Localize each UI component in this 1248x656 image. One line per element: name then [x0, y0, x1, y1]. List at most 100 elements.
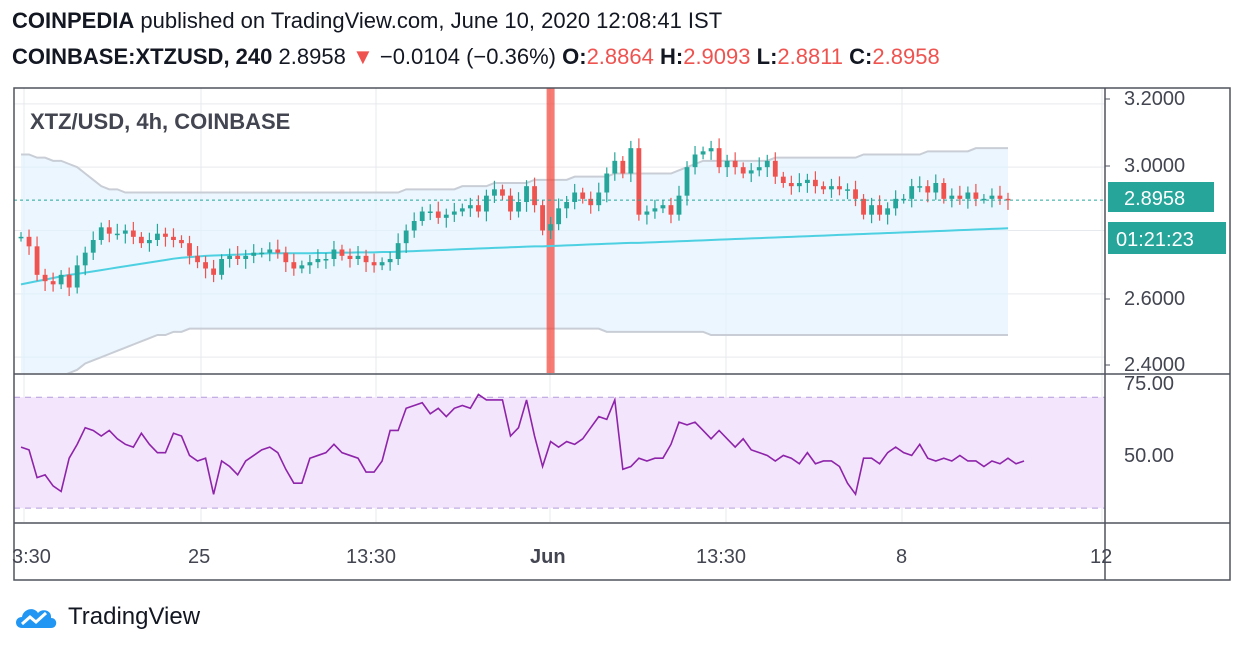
rsi-tick-label: 75.00	[1124, 373, 1174, 395]
candle-body	[339, 249, 345, 256]
candle-body	[612, 160, 618, 174]
candle-body	[716, 148, 722, 168]
price-axis: 3.2000 3.0000 2.6000 2.4000	[1124, 88, 1185, 376]
candle-body	[315, 259, 321, 263]
candle-body	[700, 151, 706, 155]
candle-body	[949, 195, 955, 199]
chart-container[interactable]: XTZ/USD, 4h, COINBASE 3.2000 3.0000 2.60…	[12, 86, 1240, 582]
low-label: L:	[756, 44, 778, 69]
x-tick-label: 8	[896, 546, 907, 568]
countdown-label: 01:21:23	[1116, 229, 1194, 251]
tradingview-cloud-icon	[16, 609, 57, 628]
candle-body	[347, 255, 353, 259]
candle-body	[34, 246, 40, 275]
candle-body	[114, 233, 120, 236]
candle-body	[796, 183, 802, 187]
candle-body	[524, 186, 529, 202]
close-label: C:	[849, 44, 873, 69]
candle-body	[556, 208, 562, 225]
countdown-tag-bg	[1108, 222, 1226, 254]
candle-body	[917, 186, 923, 188]
candle-body	[187, 243, 192, 256]
candle-body	[211, 268, 216, 275]
candle-body	[604, 173, 610, 193]
candle-body	[443, 214, 449, 218]
candle-body	[323, 259, 329, 261]
candle-body	[26, 236, 32, 247]
rsi-tick-label: 50.00	[1124, 445, 1174, 467]
time-axis: 3:30 25 13:30 Jun 13:30 8 12	[12, 546, 1112, 568]
bollinger-fill	[21, 148, 1008, 373]
candle-body	[371, 262, 377, 266]
candle-body	[122, 230, 128, 234]
candle-body	[259, 252, 265, 255]
candle-body	[98, 227, 104, 240]
candle-body	[877, 205, 883, 215]
candle-body	[66, 274, 72, 288]
candle-body	[684, 167, 690, 196]
candle-body	[155, 233, 160, 240]
candle-body	[588, 198, 594, 206]
candle-body	[42, 274, 48, 282]
y-tick-label: 3.2000	[1124, 88, 1185, 110]
symbol-label: COINBASE:XTZUSD, 240	[12, 44, 273, 69]
candlesticks	[14, 138, 1105, 297]
candle-body	[138, 236, 144, 244]
candle-body	[909, 186, 915, 199]
rsi-line	[20, 393, 1025, 497]
candle-body	[548, 224, 554, 231]
candle-body	[989, 195, 995, 199]
last-price-tag: 2.8958	[1108, 182, 1214, 212]
candle-body	[724, 160, 730, 168]
candle-body	[331, 249, 337, 259]
x-tick-label: Jun	[530, 546, 566, 568]
candle-body	[291, 262, 297, 269]
price-chart[interactable]: XTZ/USD, 4h, COINBASE 3.2000 3.0000 2.60…	[12, 86, 1240, 582]
price-change: −0.0104 (−0.36%)	[379, 44, 556, 69]
last-price-tag-label: 2.8958	[1124, 188, 1185, 210]
candle-body	[363, 255, 369, 263]
candle-body	[435, 211, 441, 218]
chart-title: XTZ/USD, 4h, COINBASE	[30, 109, 290, 134]
candle-body	[484, 195, 489, 212]
change-down-icon: ▼	[351, 44, 374, 69]
candle-body	[82, 252, 88, 266]
candle-body	[540, 205, 545, 231]
candle-body	[387, 259, 393, 263]
candle-body	[411, 221, 417, 231]
ma-line	[20, 227, 1009, 286]
rsi-band-fill	[14, 397, 1105, 509]
candle-body	[50, 281, 56, 285]
candle-body	[636, 148, 642, 215]
candle-body	[219, 259, 225, 275]
candle-body	[788, 183, 794, 187]
candle-body	[732, 160, 738, 168]
candle-body	[652, 208, 658, 212]
candle-body	[235, 255, 241, 259]
candle-body	[419, 211, 425, 221]
candle-body	[901, 198, 907, 201]
candle-body	[772, 160, 778, 177]
candle-body	[500, 189, 505, 196]
high-label: H:	[659, 44, 684, 69]
candle-body	[965, 192, 971, 199]
moving-average	[20, 227, 1009, 286]
candle-body	[106, 227, 112, 234]
candle-body	[58, 274, 64, 285]
candle-body	[267, 249, 273, 253]
rsi-axis: 75.00 50.00	[1124, 373, 1174, 467]
candle-body	[299, 265, 305, 269]
candle-body	[756, 167, 762, 171]
candle-body	[74, 265, 80, 288]
candle-body	[885, 208, 891, 215]
last-price-tag-bg	[1108, 182, 1214, 212]
candle-body	[251, 252, 257, 256]
candle-body	[804, 179, 810, 183]
candle-body	[973, 192, 979, 199]
candle-body	[853, 189, 858, 199]
ticker-line: COINBASE:XTZUSD, 240 2.8958 ▼ −0.0104 (−…	[12, 44, 940, 70]
low-value: 2.8811	[777, 44, 844, 69]
candle-body	[163, 233, 168, 237]
open-value: 2.8864	[586, 44, 654, 69]
chart-frame	[13, 87, 1231, 581]
